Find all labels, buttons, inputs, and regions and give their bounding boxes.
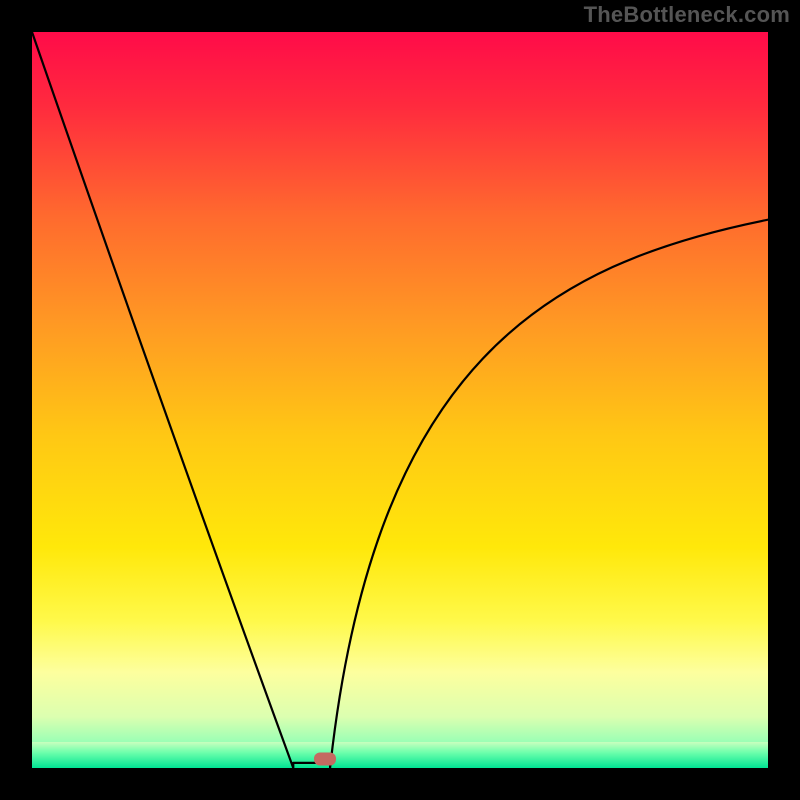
current-point-marker xyxy=(314,753,336,766)
plot-area xyxy=(32,32,768,768)
bottleneck-curve xyxy=(32,32,768,768)
watermark-text: TheBottleneck.com xyxy=(584,2,790,28)
chart-root: { "watermark": { "text": "TheBottleneck.… xyxy=(0,0,800,800)
bottleneck-curve-path xyxy=(32,32,768,768)
